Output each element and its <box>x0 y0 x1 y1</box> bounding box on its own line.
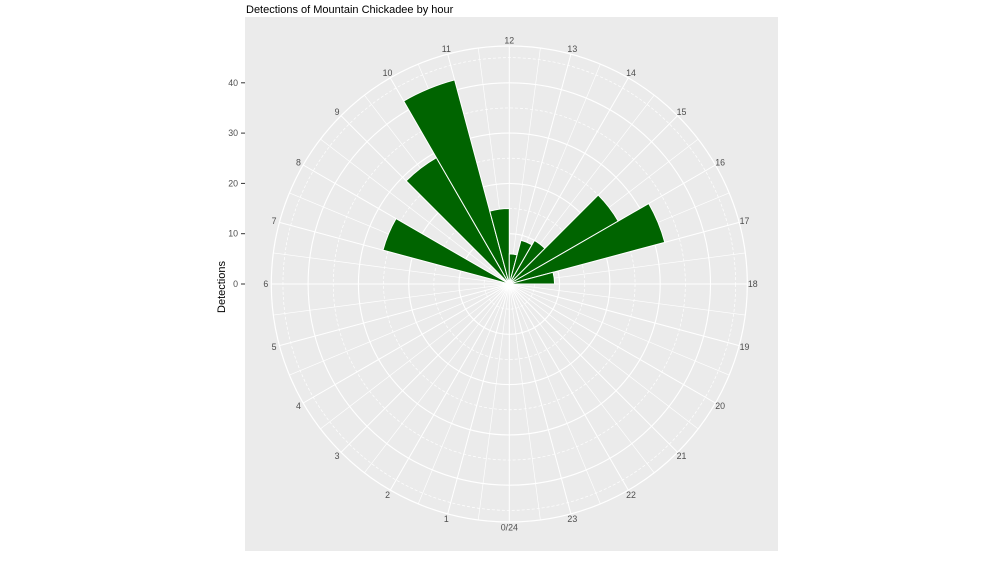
halfhour-gridline-12.5 <box>508 47 541 285</box>
halfhour-gridline-3.5 <box>320 283 510 430</box>
chart-title: Detections of Mountain Chickadee by hour <box>246 4 454 16</box>
bar-hour-11 <box>489 208 510 285</box>
halfhour-gridline-23.5 <box>508 283 541 521</box>
bar-hour-17 <box>509 271 556 285</box>
halfhour-gridline-2.5 <box>364 283 510 474</box>
halfhour-gridline-4.5 <box>289 283 510 376</box>
hour-label-19: 19 <box>740 342 750 352</box>
hour-label-23: 23 <box>567 514 577 524</box>
hour-label-14: 14 <box>626 68 636 78</box>
halfhour-gridline-18.5 <box>509 283 746 316</box>
y-tick-label-40: 40 <box>228 78 238 88</box>
hour-label-16: 16 <box>715 157 725 167</box>
bar-hour-7 <box>382 217 510 285</box>
hour-label-2: 2 <box>385 490 390 500</box>
halfhour-gridline-0.5 <box>477 283 510 521</box>
hour-label-10: 10 <box>383 68 393 78</box>
y-tick-label-10: 10 <box>228 229 238 239</box>
hour-label-22: 22 <box>626 490 636 500</box>
hour-label-6: 6 <box>263 279 268 289</box>
hour-gridline-23 <box>508 283 572 515</box>
y-tick-label-30: 30 <box>228 128 238 138</box>
hour-gridline-22 <box>508 283 629 491</box>
hour-label-7: 7 <box>272 216 277 226</box>
halfhour-gridline-22.5 <box>508 283 601 505</box>
hour-gridline-5 <box>279 283 510 347</box>
hour-label-12: 12 <box>504 36 514 46</box>
hour-label-4: 4 <box>296 401 301 411</box>
hour-label-13: 13 <box>567 44 577 54</box>
halfhour-gridline-19.5 <box>509 283 730 376</box>
hour-label-21: 21 <box>677 451 687 461</box>
bar-hour-10 <box>402 79 510 285</box>
hour-label-5: 5 <box>272 342 277 352</box>
hour-label-0: 0/24 <box>501 523 518 533</box>
halfhour-gridline-1.5 <box>417 283 510 505</box>
hour-gridline-20 <box>509 283 716 404</box>
halfhour-gridline-5.5 <box>273 283 510 316</box>
halfhour-gridline-20.5 <box>509 283 699 430</box>
hour-gridline-21 <box>508 283 678 453</box>
bar-hour-16 <box>509 202 666 285</box>
hour-gridline-3 <box>340 283 510 453</box>
hour-gridline-4 <box>302 283 510 404</box>
hour-label-17: 17 <box>740 216 750 226</box>
halfhour-gridline-8.5 <box>320 138 510 285</box>
hour-label-9: 9 <box>335 107 340 117</box>
hour-label-15: 15 <box>677 107 687 117</box>
hour-label-1: 1 <box>444 514 449 524</box>
y-tick-label-20: 20 <box>228 178 238 188</box>
hour-label-11: 11 <box>442 44 451 54</box>
hour-label-20: 20 <box>715 401 725 411</box>
halfhour-gridline-6.5 <box>273 252 510 285</box>
hour-gridline-1 <box>447 283 510 515</box>
hour-label-18: 18 <box>748 279 758 289</box>
hour-gridline-19 <box>509 283 740 347</box>
hour-label-3: 3 <box>335 451 340 461</box>
hour-label-8: 8 <box>296 157 301 167</box>
hour-gridline-2 <box>389 283 510 491</box>
halfhour-gridline-21.5 <box>509 283 655 474</box>
y-tick-label-0: 0 <box>233 279 238 289</box>
